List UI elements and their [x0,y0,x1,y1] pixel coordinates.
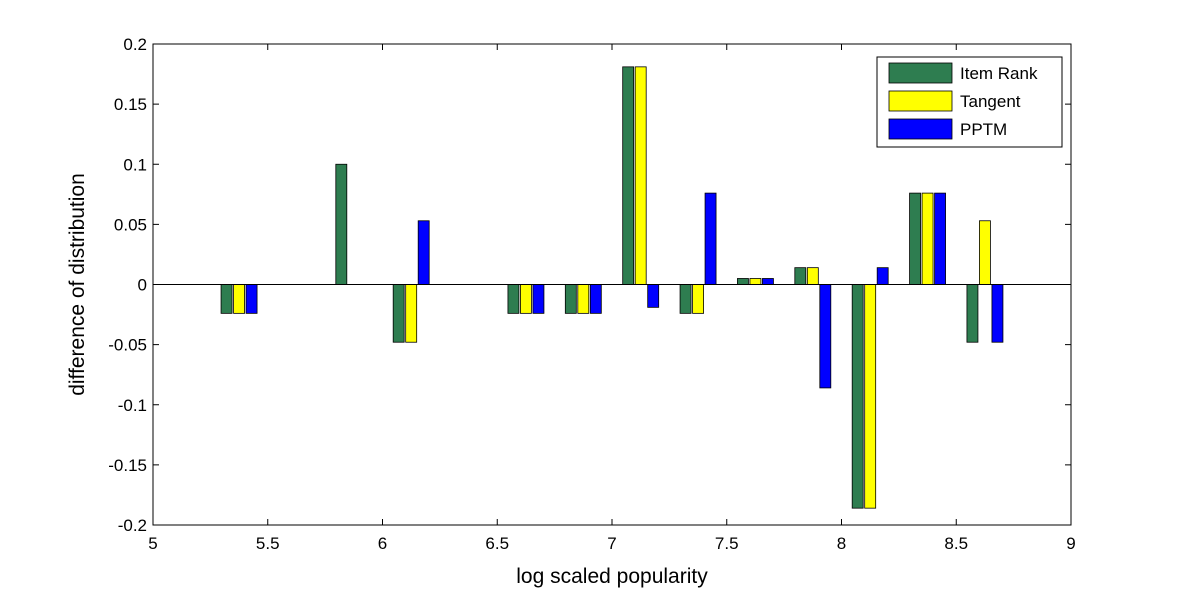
legend: Item Rank Tangent PPTM [876,56,1063,148]
bar-pptm-4 [589,284,602,314]
x-tick-label: 5.5 [256,534,280,553]
x-tick-label: 8 [837,534,846,553]
bar-item-rank-0 [220,284,233,314]
bar-pptm-7 [762,278,774,285]
bar-tangent-2 [405,284,418,343]
y-tick-label: 0.1 [123,155,147,174]
bar-pptm-5 [647,284,660,308]
bar-item-rank-8 [794,267,807,285]
legend-label-tangent: Tangent [960,92,1021,111]
y-tick-label: -0.05 [108,336,147,355]
bar-tangent-0 [233,284,245,314]
y-tick-label: -0.2 [118,516,147,535]
legend-label-pptm: PPTM [960,120,1007,139]
bar-item-rank-6 [679,284,692,314]
bar-item-rank-5 [622,66,635,285]
bar-tangent-3 [520,284,532,314]
bar-tangent-6 [692,284,704,314]
x-tick-label: 7.5 [715,534,739,553]
bar-tangent-7 [749,278,762,285]
bar-pptm-10 [934,192,946,285]
x-axis-ticks: 5 5.5 6 6.5 7 7.5 8 8.5 9 [148,44,1076,553]
y-tick-label: 0.2 [123,35,147,54]
x-tick-label: 6 [378,534,387,553]
bar-item-rank-4 [564,284,577,314]
bar-pptm-11 [991,284,1004,343]
y-tick-label: -0.15 [108,456,147,475]
bar-item-rank-2 [392,284,405,343]
bar-item-rank-9 [851,284,864,509]
bar-item-rank-11 [966,284,979,343]
bar-item-rank-3 [507,284,520,314]
bar-item-rank-1 [335,163,348,285]
bar-tangent-11 [979,220,991,285]
bar-item-rank-10 [909,192,921,285]
x-axis-label: log scaled popularity [516,565,708,588]
bars-group [220,66,1004,509]
y-tick-label: 0.05 [114,215,147,234]
x-tick-label: 6.5 [485,534,509,553]
bar-tangent-9 [864,284,877,509]
bar-pptm-2 [417,220,430,285]
x-tick-label: 5 [148,534,157,553]
bar-pptm-6 [704,192,717,285]
bar-pptm-0 [245,284,258,314]
y-axis-ticks: -0.2 -0.15 -0.1 -0.05 0 0.05 0.1 0.15 0.2 [108,35,1071,535]
bar-pptm-3 [532,284,545,314]
legend-swatch-tangent [888,90,953,112]
y-tick-label: 0 [138,276,147,295]
y-tick-label: -0.1 [118,396,147,415]
bar-tangent-8 [806,267,819,285]
bar-tangent-4 [577,284,590,314]
x-tick-label: 8.5 [944,534,968,553]
bar-item-rank-7 [737,278,749,285]
bar-tangent-10 [921,192,934,285]
bar-tangent-5 [634,66,647,285]
legend-swatch-item-rank [888,62,953,84]
x-tick-label: 7 [607,534,616,553]
y-tick-label: 0.15 [114,95,147,114]
y-axis-label: difference of distribution [66,173,89,396]
legend-swatch-pptm [888,118,953,140]
bar-pptm-9 [876,267,889,285]
bar-pptm-8 [819,284,832,389]
x-tick-label: 9 [1066,534,1075,553]
legend-label-item-rank: Item Rank [960,64,1038,83]
